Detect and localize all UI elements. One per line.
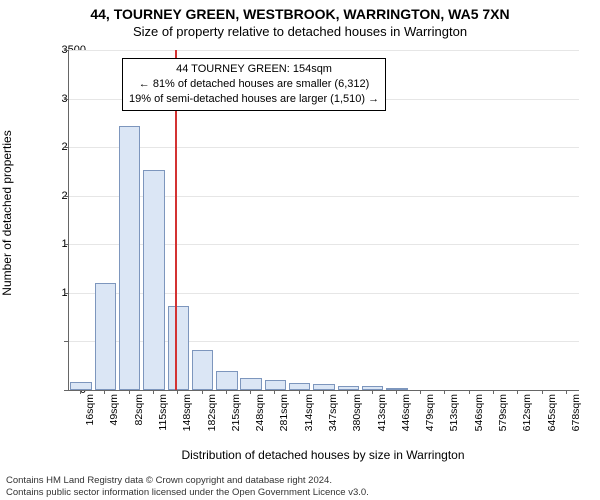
annotation-line2: ← 81% of detached houses are smaller (6,…	[129, 77, 379, 92]
x-tick-label: 115sqm	[157, 394, 169, 454]
annotation-line3: 19% of semi-detached houses are larger (…	[129, 92, 379, 107]
x-tick-label: 612sqm	[521, 394, 533, 454]
attribution-footer: Contains HM Land Registry data © Crown c…	[6, 475, 369, 498]
x-tick-mark	[274, 390, 275, 394]
x-tick-mark	[104, 390, 105, 394]
x-tick-label: 148sqm	[181, 394, 193, 454]
x-tick-mark	[347, 390, 348, 394]
histogram-bar	[216, 371, 237, 390]
histogram-bar	[168, 306, 189, 391]
x-tick-mark	[226, 390, 227, 394]
chart-title-address: 44, TOURNEY GREEN, WESTBROOK, WARRINGTON…	[0, 6, 600, 22]
x-tick-mark	[420, 390, 421, 394]
histogram-bar	[143, 170, 164, 390]
x-tick-mark	[129, 390, 130, 394]
histogram-bar	[119, 126, 140, 390]
histogram-bar	[265, 380, 286, 390]
x-tick-label: 314sqm	[303, 394, 315, 454]
x-tick-mark	[396, 390, 397, 394]
annotation-line1: 44 TOURNEY GREEN: 154sqm	[129, 62, 379, 77]
x-tick-label: 479sqm	[424, 394, 436, 454]
histogram-bar	[289, 383, 310, 390]
footer-line2: Contains public sector information licen…	[6, 487, 369, 498]
x-tick-label: 182sqm	[206, 394, 218, 454]
x-tick-label: 347sqm	[327, 394, 339, 454]
x-tick-mark	[493, 390, 494, 394]
x-tick-label: 281sqm	[278, 394, 290, 454]
x-tick-mark	[517, 390, 518, 394]
x-tick-mark	[299, 390, 300, 394]
x-tick-label: 579sqm	[497, 394, 509, 454]
x-tick-mark	[444, 390, 445, 394]
x-tick-label: 678sqm	[570, 394, 582, 454]
chart-subtitle: Size of property relative to detached ho…	[0, 24, 600, 39]
x-tick-label: 380sqm	[351, 394, 363, 454]
x-axis-label: Distribution of detached houses by size …	[68, 448, 578, 462]
property-size-chart: 44, TOURNEY GREEN, WESTBROOK, WARRINGTON…	[0, 0, 600, 500]
x-tick-label: 215sqm	[230, 394, 242, 454]
x-tick-label: 16sqm	[84, 394, 96, 454]
x-tick-label: 513sqm	[448, 394, 460, 454]
histogram-bar	[362, 386, 383, 390]
histogram-bar	[386, 388, 407, 390]
y-axis-label: Number of detached properties	[0, 130, 14, 309]
x-tick-mark	[323, 390, 324, 394]
histogram-bar	[70, 382, 91, 390]
footer-line1: Contains HM Land Registry data © Crown c…	[6, 475, 369, 486]
x-tick-mark	[177, 390, 178, 394]
x-tick-mark	[153, 390, 154, 394]
x-tick-label: 645sqm	[546, 394, 558, 454]
x-tick-label: 248sqm	[254, 394, 266, 454]
annotation-box: 44 TOURNEY GREEN: 154sqm ← 81% of detach…	[122, 58, 386, 111]
x-tick-label: 546sqm	[473, 394, 485, 454]
x-tick-mark	[202, 390, 203, 394]
x-tick-mark	[250, 390, 251, 394]
x-tick-label: 446sqm	[400, 394, 412, 454]
x-tick-mark	[469, 390, 470, 394]
x-tick-label: 413sqm	[376, 394, 388, 454]
x-tick-mark	[542, 390, 543, 394]
histogram-bar	[240, 378, 261, 390]
x-tick-label: 49sqm	[108, 394, 120, 454]
x-tick-label: 82sqm	[133, 394, 145, 454]
x-tick-mark	[372, 390, 373, 394]
x-tick-mark	[566, 390, 567, 394]
x-tick-mark	[80, 390, 81, 394]
histogram-bar	[192, 350, 213, 390]
histogram-bar	[95, 283, 116, 390]
